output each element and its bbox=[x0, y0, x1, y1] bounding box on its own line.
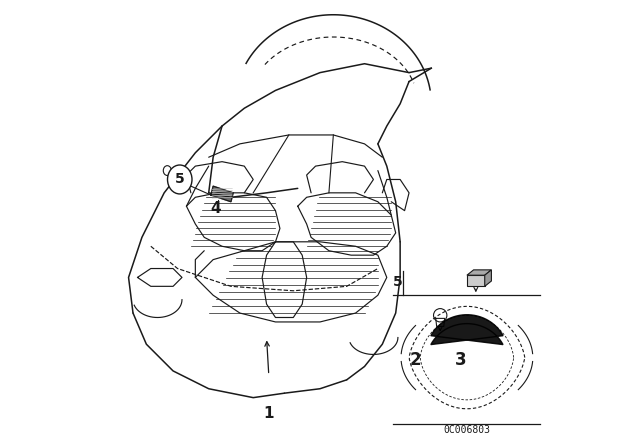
Text: 0C006803: 0C006803 bbox=[444, 426, 490, 435]
Text: 5: 5 bbox=[393, 275, 403, 289]
Polygon shape bbox=[467, 270, 492, 275]
Ellipse shape bbox=[168, 165, 192, 194]
Text: 5: 5 bbox=[175, 172, 184, 186]
Polygon shape bbox=[211, 186, 233, 202]
Polygon shape bbox=[484, 270, 492, 286]
Ellipse shape bbox=[163, 166, 172, 176]
Polygon shape bbox=[467, 275, 484, 286]
Polygon shape bbox=[431, 315, 503, 345]
Text: 3: 3 bbox=[454, 351, 466, 369]
Text: 1: 1 bbox=[264, 406, 274, 421]
Text: 4: 4 bbox=[210, 201, 221, 216]
Text: 2: 2 bbox=[410, 351, 422, 369]
